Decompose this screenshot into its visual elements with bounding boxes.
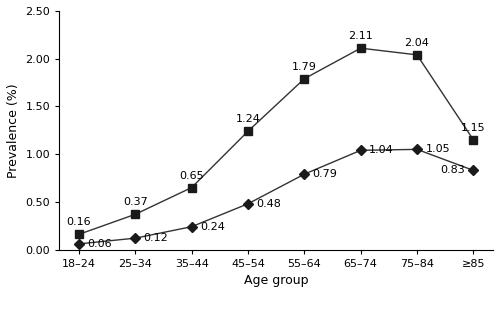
- Male: [76, 242, 82, 246]
- Text: 1.79: 1.79: [292, 62, 317, 72]
- Female: [245, 129, 251, 133]
- Male: [132, 236, 138, 240]
- Text: 1.15: 1.15: [461, 123, 485, 133]
- Female: [76, 232, 82, 236]
- Male: [245, 202, 251, 206]
- X-axis label: Age group: Age group: [244, 274, 308, 287]
- Female: [414, 53, 420, 57]
- Text: 0.83: 0.83: [440, 165, 465, 175]
- Text: 2.04: 2.04: [404, 38, 429, 48]
- Female: [302, 77, 308, 81]
- Text: 0.48: 0.48: [256, 199, 281, 209]
- Text: 2.11: 2.11: [348, 31, 373, 41]
- Male: [302, 172, 308, 176]
- Female: [470, 138, 476, 142]
- Male: [470, 168, 476, 172]
- Female: [188, 186, 194, 189]
- Text: 0.12: 0.12: [144, 233, 169, 243]
- Male: [414, 148, 420, 151]
- Text: 0.06: 0.06: [88, 239, 112, 249]
- Line: Female: Female: [75, 44, 477, 238]
- Text: 0.37: 0.37: [123, 197, 148, 207]
- Text: 0.65: 0.65: [180, 171, 204, 180]
- Text: 1.04: 1.04: [369, 145, 394, 155]
- Female: [132, 212, 138, 216]
- Text: 1.05: 1.05: [426, 144, 450, 154]
- Text: 0.24: 0.24: [200, 222, 225, 232]
- Text: 1.24: 1.24: [236, 114, 260, 124]
- Male: [188, 225, 194, 228]
- Text: 0.79: 0.79: [312, 169, 338, 179]
- Male: [358, 148, 364, 152]
- Female: [358, 46, 364, 50]
- Text: 0.16: 0.16: [66, 217, 92, 228]
- Line: Male: Male: [75, 146, 477, 248]
- Y-axis label: Prevalence (%): Prevalence (%): [7, 83, 20, 178]
